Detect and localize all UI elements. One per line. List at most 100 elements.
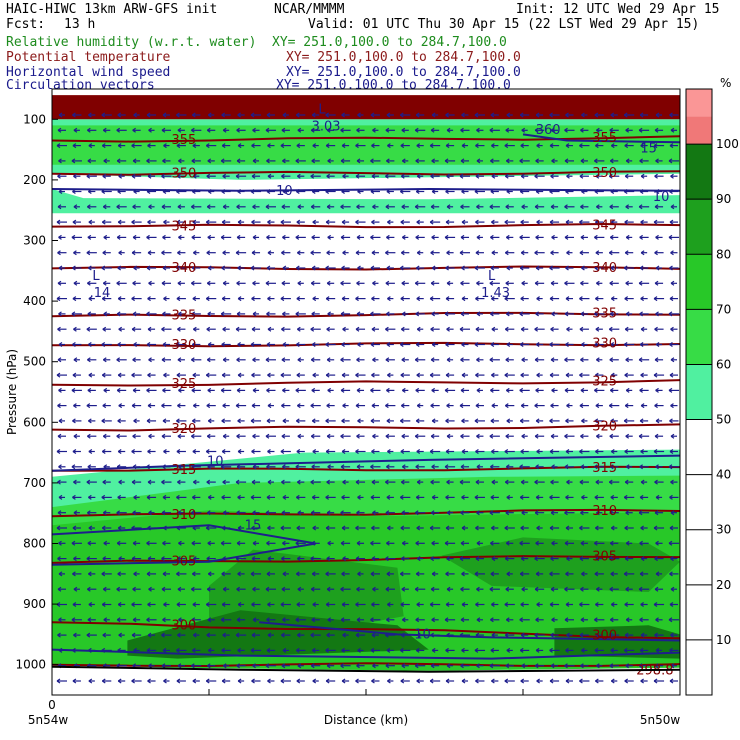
wind-vector-head xyxy=(551,617,555,623)
wind-vector-head xyxy=(385,326,389,332)
theta-contour-label: 340 xyxy=(171,261,196,276)
wind-vector-head xyxy=(476,280,480,286)
wind-vector-head xyxy=(237,678,242,684)
wind-vector-head xyxy=(192,678,197,684)
wind-vector-head xyxy=(73,357,78,363)
wind-vector-head xyxy=(401,127,406,133)
wind-vector-head xyxy=(342,326,346,332)
wind-vector-head xyxy=(56,678,61,684)
wind-vector-head xyxy=(58,189,63,194)
wind-vector-head xyxy=(192,449,197,454)
wind-vector-head xyxy=(266,647,271,653)
wind-vector-head xyxy=(609,540,614,546)
wind-vector-head xyxy=(536,525,540,531)
wind-vector-head xyxy=(147,250,152,256)
wind-vector-head xyxy=(551,387,555,393)
wind-vector-head xyxy=(594,189,599,194)
theta-contour-line xyxy=(52,170,680,176)
wind-vector-head xyxy=(387,602,391,607)
wind-vector-head xyxy=(461,525,466,531)
wind-vector-head xyxy=(580,204,584,210)
wind-vector-head xyxy=(386,112,391,118)
wind-vector-head xyxy=(295,265,300,271)
wind-vector-head xyxy=(131,403,136,409)
rh-region-top-band xyxy=(52,95,680,120)
axes: 1002003004005006007008009001000Pressure … xyxy=(5,112,681,727)
wind-vector-head xyxy=(207,571,212,577)
wind-vector-head xyxy=(325,189,330,194)
wind-vector-head xyxy=(490,540,494,546)
wind-vector-head xyxy=(385,510,390,516)
wind-vector-head xyxy=(133,494,137,500)
wind-vector-head xyxy=(504,403,509,409)
wind-vector-head xyxy=(251,678,255,684)
wind-vector-head xyxy=(551,311,555,317)
wind-vector-head xyxy=(295,464,300,470)
wind-vector-head xyxy=(564,663,568,669)
wind-vector-head xyxy=(550,403,554,409)
wind-vector-head xyxy=(521,586,526,592)
wind-vector-head xyxy=(564,540,569,546)
wind-vector-head xyxy=(280,678,285,684)
wind-vector-head xyxy=(251,602,255,607)
wind-vector-head xyxy=(596,510,600,516)
wind-vector-head xyxy=(476,540,481,546)
wind-vector-head xyxy=(327,387,332,393)
wind-vector-head xyxy=(88,372,93,378)
wind-vector-head xyxy=(311,418,316,424)
wind-vector-head xyxy=(87,617,92,623)
colorbar-band xyxy=(686,144,712,200)
wind-vector-head xyxy=(386,387,390,393)
wind-vector-head xyxy=(670,663,675,669)
wind-vector-head xyxy=(88,449,93,454)
theta-contour-label: 335 xyxy=(171,309,196,324)
wind-vector-head xyxy=(192,342,196,347)
wind-vector-head xyxy=(387,678,391,684)
wind-vector-head xyxy=(387,296,391,302)
wind-vector-head xyxy=(72,265,76,271)
wind-vector-head xyxy=(505,586,510,592)
wind-vector-head xyxy=(386,311,390,317)
wind-vector-head xyxy=(475,173,480,179)
wind-vector-head xyxy=(237,494,241,500)
wind-vector-head xyxy=(564,311,569,317)
wind-vector-head xyxy=(312,678,317,684)
wind-vector-head xyxy=(579,326,584,332)
wind-vector-head xyxy=(564,464,569,470)
wind-vector-head xyxy=(519,464,524,470)
wind-vector-head xyxy=(534,479,538,485)
wind-vector-head xyxy=(102,586,107,592)
wind-vector-head xyxy=(221,112,226,118)
wind-vector-head xyxy=(222,173,227,179)
wind-vector-head xyxy=(669,647,673,653)
wind-vector-head xyxy=(250,494,255,500)
wind-vector-head xyxy=(445,647,449,653)
wind-vector-head xyxy=(430,403,435,409)
wind-vector-head xyxy=(132,617,137,623)
wind-vector-head xyxy=(295,189,300,194)
wind-vector-head xyxy=(147,296,151,302)
wind-vector-head xyxy=(521,663,526,669)
wind-vector-head xyxy=(491,632,496,638)
wind-vector-head xyxy=(566,632,570,638)
wind-vector-head xyxy=(370,494,375,500)
wind-vector-head xyxy=(519,494,524,500)
wind-vector-head xyxy=(192,602,197,607)
wind-vector-head xyxy=(117,647,122,653)
wind-vector-head xyxy=(668,617,673,623)
wind-vector-head xyxy=(192,189,196,194)
wind-vector-head xyxy=(355,372,359,378)
theta-contour-label: 330 xyxy=(171,338,196,353)
wind-vector-head xyxy=(446,357,451,363)
wind-vector-head xyxy=(326,403,331,409)
wind-vector-head xyxy=(669,678,674,684)
wind-vector-head xyxy=(355,556,360,562)
wind-vector-head xyxy=(461,219,466,225)
wind-vector-head xyxy=(193,556,197,562)
wind-vector-head xyxy=(564,204,568,210)
wind-vector-head xyxy=(88,143,93,149)
wind-vector-head xyxy=(505,234,510,240)
wind-vector-head xyxy=(131,479,136,485)
wind-vector-head xyxy=(235,556,240,562)
wind-vector-head xyxy=(221,265,226,271)
